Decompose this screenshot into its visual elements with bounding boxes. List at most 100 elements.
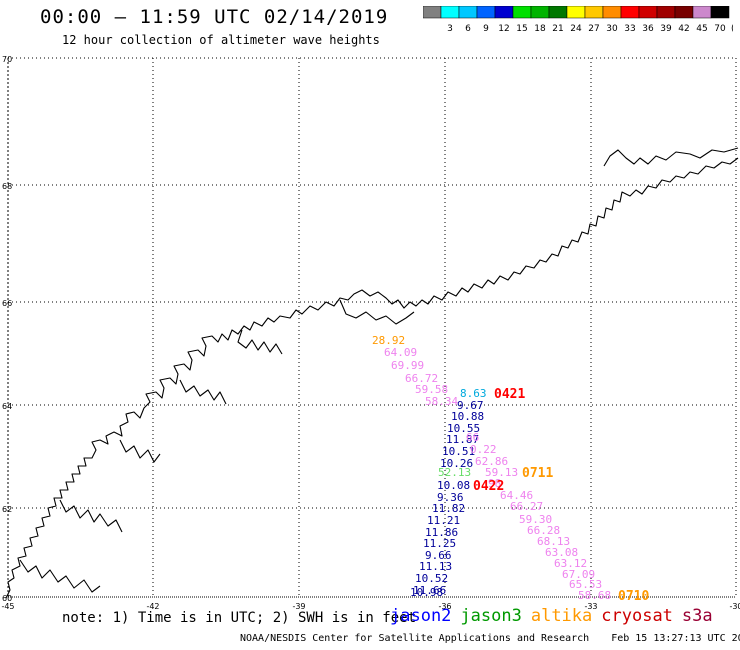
legend-swatch bbox=[458, 6, 478, 19]
legend-swatch bbox=[656, 6, 676, 19]
legend-label: 30 bbox=[606, 24, 618, 34]
coastline-fjords-a bbox=[237, 329, 283, 355]
pass-time-label: 0422 bbox=[473, 479, 504, 494]
legend-swatch bbox=[512, 6, 532, 19]
legend-swatch bbox=[710, 6, 730, 19]
legend-unit: (ft) bbox=[731, 24, 733, 34]
legend-swatch bbox=[440, 6, 460, 19]
legend-label: 6 bbox=[465, 24, 471, 34]
wave-height-label: 28.92 bbox=[372, 334, 405, 347]
wave-height-label: 10.08 bbox=[437, 479, 470, 492]
legend-swatch bbox=[566, 6, 586, 19]
wave-height-label: 59.58 bbox=[415, 383, 448, 396]
legend-swatch bbox=[548, 6, 568, 19]
wave-height-label: 66.28 bbox=[527, 524, 560, 537]
wave-height-label: 11.21 bbox=[427, 514, 460, 527]
lat-tick-label: 70 bbox=[2, 55, 12, 64]
lon-tick-label: -30 bbox=[729, 602, 740, 611]
legend-label: 70 bbox=[714, 24, 726, 34]
wave-height-label: 62.86 bbox=[475, 455, 508, 468]
sat-jason3: jason3 bbox=[460, 606, 522, 626]
wave-height-label: 66 bbox=[466, 431, 479, 444]
wave-height-label: 10.88 bbox=[451, 410, 484, 423]
wave-height-label: 11.66 bbox=[413, 584, 446, 597]
coastline-fjords-e bbox=[19, 559, 101, 593]
pass-time-label: 0710 bbox=[618, 589, 649, 604]
lat-tick-label: 68 bbox=[2, 182, 12, 191]
sat-s3a: s3a bbox=[681, 606, 713, 626]
wave-height-label: 11.87 bbox=[446, 433, 479, 446]
wave-height-label: 66.72 bbox=[405, 372, 438, 385]
wave-height-label: 63.08 bbox=[545, 546, 578, 559]
legend-swatch bbox=[638, 6, 658, 19]
legend-label: 3 bbox=[447, 24, 453, 34]
wave-height-label: 10.51 bbox=[442, 445, 475, 458]
coastline-main bbox=[5, 157, 739, 599]
coastline-fjords-d bbox=[59, 499, 123, 533]
wave-height-label: 64.09 bbox=[384, 346, 417, 359]
wave-height-label: 11.25 bbox=[423, 537, 456, 550]
wave-height-label: 98 bbox=[488, 477, 501, 490]
page-title: 00:00 – 11:59 UTC 02/14/2019 bbox=[40, 6, 389, 28]
wave-height-label: 52.13 bbox=[438, 466, 471, 479]
wave-height-label: 10.52 bbox=[415, 572, 448, 585]
legend-label: 39 bbox=[660, 24, 672, 34]
coastline-fjords-c bbox=[119, 439, 161, 463]
wave-height-label: 11.82 bbox=[432, 502, 465, 515]
legend-label: 27 bbox=[588, 24, 599, 34]
wave-height-label: 68.13 bbox=[537, 535, 570, 548]
wave-height-label: 69.99 bbox=[391, 359, 424, 372]
lon-tick-label: -45 bbox=[1, 602, 14, 611]
legend-swatch bbox=[620, 6, 640, 19]
wave-height-label: 10.26 bbox=[440, 457, 473, 470]
sat-cryosat: cryosat bbox=[601, 606, 673, 626]
legend-swatch bbox=[674, 6, 694, 19]
sat-jason2: jason2 bbox=[390, 606, 452, 626]
legend-label: 12 bbox=[498, 24, 509, 34]
legend-swatch bbox=[423, 6, 442, 19]
wave-height-label: 11.86 bbox=[425, 526, 458, 539]
legend-label: 9 bbox=[483, 24, 489, 34]
lat-tick-label: 62 bbox=[2, 505, 12, 514]
wave-height-label: 65.53 bbox=[569, 578, 602, 591]
legend-label: 21 bbox=[552, 24, 563, 34]
greenland-coastline bbox=[5, 147, 739, 599]
wave-height-label: 8.63 bbox=[460, 387, 487, 400]
legend-swatch bbox=[476, 6, 496, 19]
credit-line: NOAA/NESDIS Center for Satellite Applica… bbox=[240, 633, 740, 644]
lat-tick-label: 60 bbox=[2, 594, 12, 603]
wave-height-label: 63.12 bbox=[554, 557, 587, 570]
wave-height-label: 64.46 bbox=[500, 489, 533, 502]
wave-height-label: 59.13 bbox=[485, 466, 518, 479]
credit-text: NOAA/NESDIS Center for Satellite Applica… bbox=[240, 633, 590, 644]
wave-height-label: 66.27 bbox=[510, 500, 543, 513]
wave-height-label: 9.36 bbox=[437, 491, 464, 504]
page-subtitle: 12 hour collection of altimeter wave hei… bbox=[62, 33, 380, 47]
generated-timestamp: Feb 15 13:27:13 UTC 2019 bbox=[611, 633, 740, 644]
lat-tick-label: 64 bbox=[2, 402, 12, 411]
wave-height-label: 58.68 bbox=[578, 589, 611, 602]
pass-times-layer: 0421 0422 0711 0710 bbox=[473, 387, 649, 604]
wave-height-label: 9.67 bbox=[457, 399, 484, 412]
wave-height-label: 9.66 bbox=[425, 549, 452, 562]
legend-label: 24 bbox=[570, 24, 582, 34]
satellite-key: jason2 jason3 altika cryosat s3a bbox=[390, 606, 722, 626]
wave-height-label: 10.98 bbox=[410, 586, 443, 599]
legend-label: 15 bbox=[516, 24, 527, 34]
lat-tick-label: 66 bbox=[2, 299, 12, 308]
pass-time-label: 0421 bbox=[494, 387, 525, 402]
units-note: note: 1) Time is in UTC; 2) SWH is in fe… bbox=[62, 610, 417, 626]
legend-label: 33 bbox=[624, 24, 635, 34]
pass-time-label: 0711 bbox=[522, 466, 553, 481]
wave-height-label: 11.13 bbox=[419, 560, 452, 573]
wave-height-label: 59.30 bbox=[519, 513, 552, 526]
legend-swatch bbox=[494, 6, 514, 19]
wave-height-label: 0.22 bbox=[470, 443, 497, 456]
legend-swatch bbox=[584, 6, 604, 19]
coastline-fjords-b bbox=[179, 379, 227, 405]
legend-label: 36 bbox=[642, 24, 654, 34]
legend-swatch bbox=[692, 6, 712, 19]
wave-height-label: 58.34 bbox=[425, 395, 458, 408]
